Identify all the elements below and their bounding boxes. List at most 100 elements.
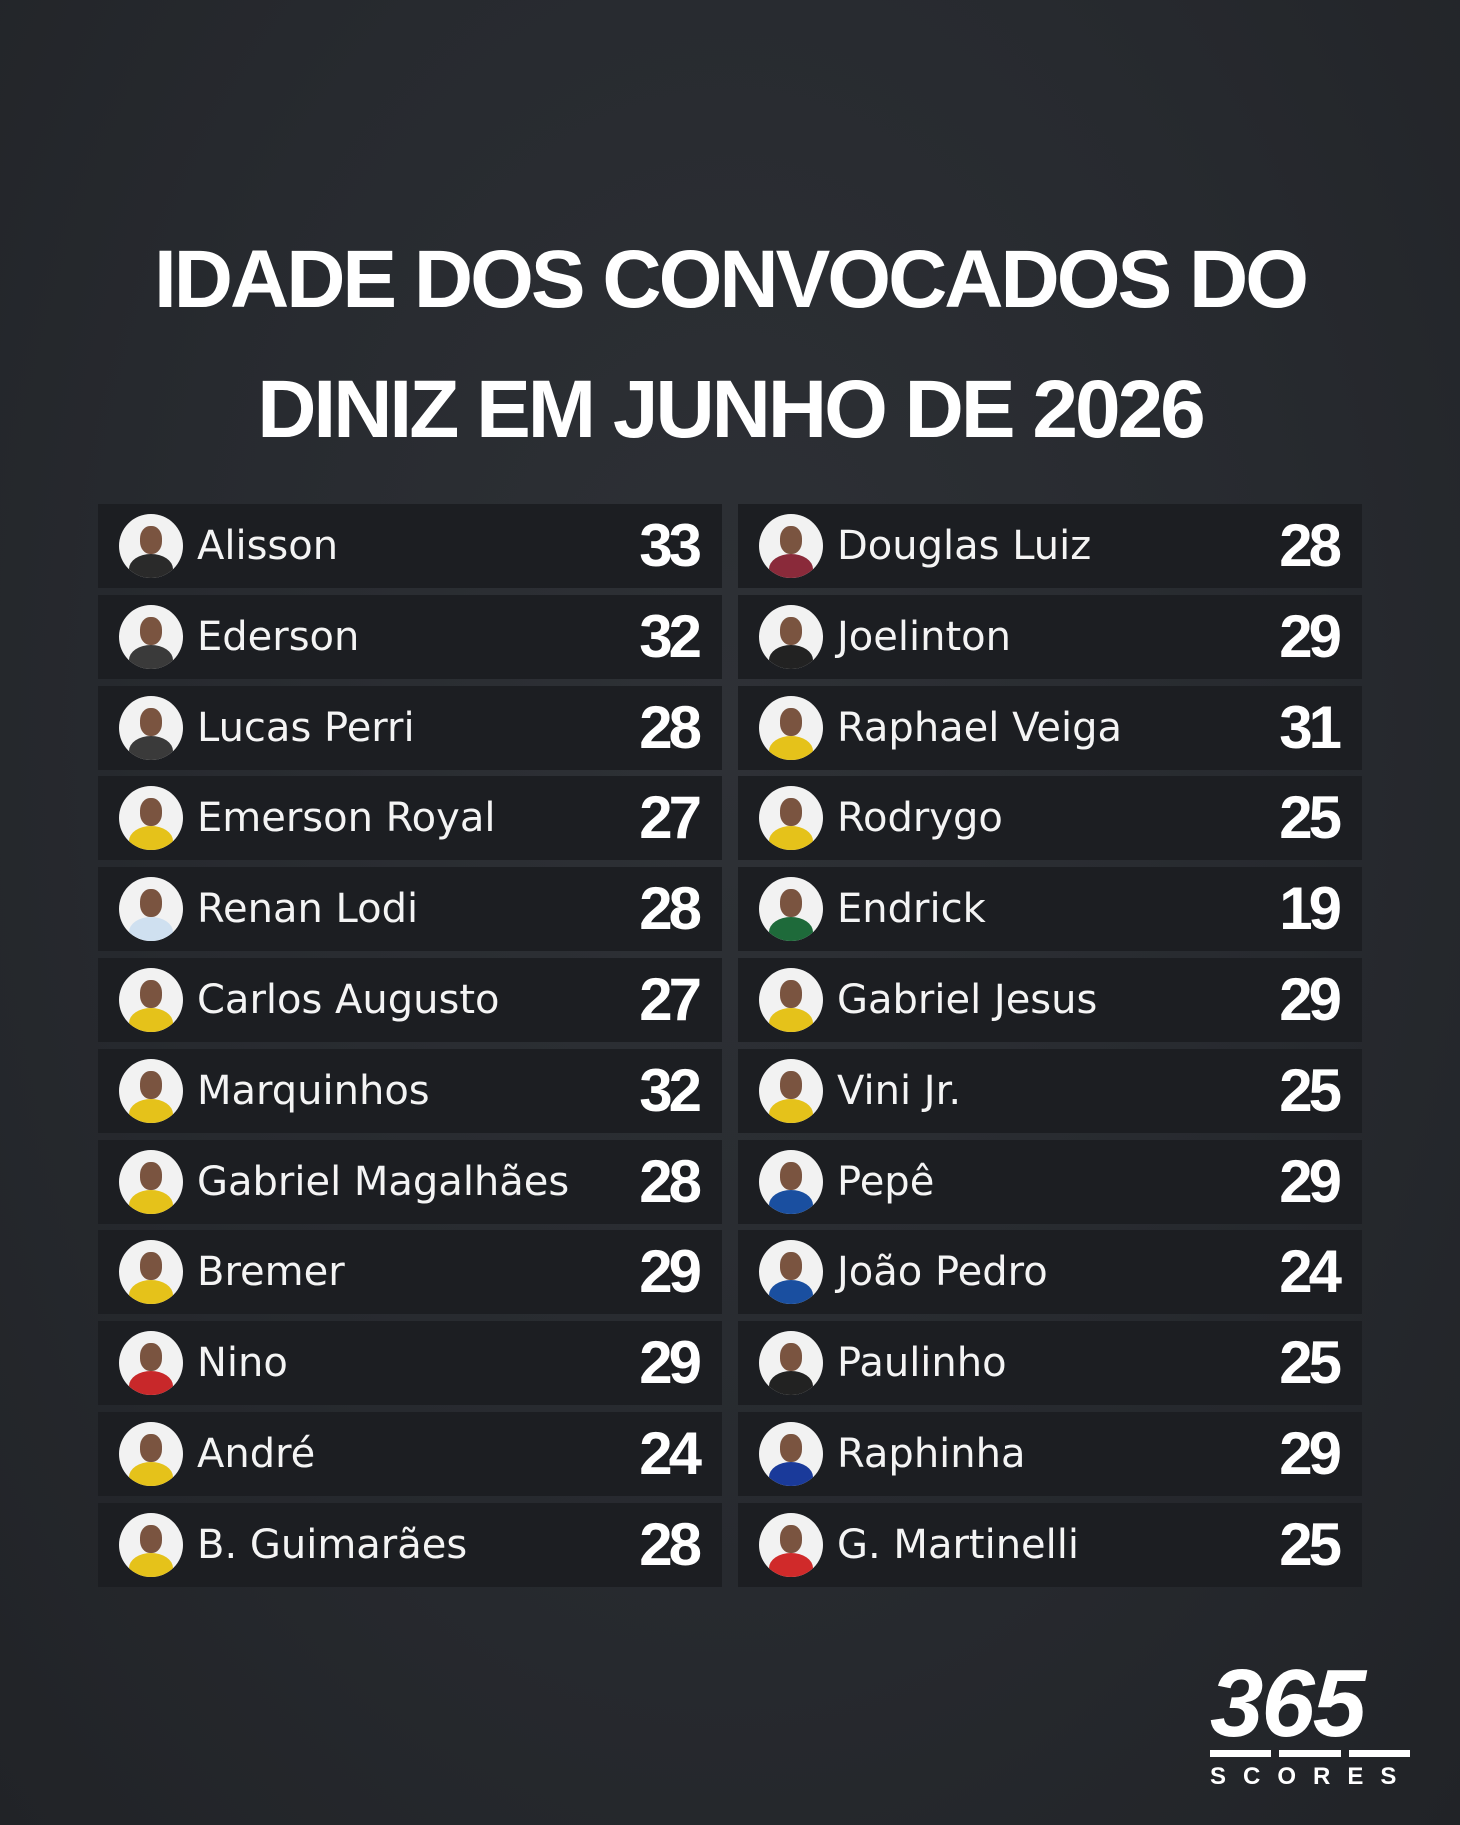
player-age: 29 bbox=[1279, 1419, 1342, 1487]
player-name: Carlos Augusto bbox=[197, 976, 500, 1023]
player-name: Endrick bbox=[837, 886, 986, 933]
player-age: 28 bbox=[639, 1147, 702, 1215]
page-title: IDADE DOS CONVOCADOS DO DINIZ EM JUNHO D… bbox=[0, 215, 1460, 475]
player-name: João Pedro bbox=[837, 1249, 1048, 1296]
player-name: Ederson bbox=[197, 613, 360, 660]
player-name: Gabriel Magalhães bbox=[197, 1158, 570, 1205]
player-row: Emerson Royal 27 bbox=[98, 776, 722, 861]
player-avatar bbox=[119, 1512, 183, 1577]
player-name: Joelinton bbox=[837, 613, 1011, 660]
player-row: Vini Jr. 25 bbox=[738, 1048, 1362, 1133]
player-age: 29 bbox=[639, 1238, 702, 1306]
player-age: 25 bbox=[1279, 1056, 1342, 1124]
player-row: Renan Lodi 28 bbox=[98, 867, 722, 952]
player-age: 19 bbox=[1279, 875, 1342, 943]
player-name: Nino bbox=[197, 1340, 288, 1387]
player-age: 24 bbox=[639, 1419, 702, 1487]
logo-number: 365 bbox=[1210, 1650, 1366, 1757]
player-avatar bbox=[759, 1421, 823, 1486]
player-name: Gabriel Jesus bbox=[837, 976, 1098, 1023]
player-row: Ederson 32 bbox=[98, 594, 722, 679]
player-row: João Pedro 24 bbox=[738, 1230, 1362, 1315]
player-name: Renan Lodi bbox=[197, 886, 419, 933]
player-name: Lucas Perri bbox=[197, 704, 415, 751]
player-avatar bbox=[759, 877, 823, 942]
player-avatar bbox=[759, 1512, 823, 1577]
player-age: 32 bbox=[639, 1056, 702, 1124]
player-name: Bremer bbox=[197, 1249, 345, 1296]
player-age: 25 bbox=[1279, 784, 1342, 852]
player-avatar bbox=[119, 877, 183, 942]
player-name: B. Guimarães bbox=[197, 1521, 468, 1568]
player-list-left: Alisson 33 Ederson 32 Lucas Perri 28 Emerson R… bbox=[98, 504, 722, 1594]
player-avatar bbox=[759, 1058, 823, 1123]
player-age: 31 bbox=[1279, 693, 1342, 761]
player-row: Gabriel Jesus 29 bbox=[738, 957, 1362, 1042]
player-row: Marquinhos 32 bbox=[98, 1048, 722, 1133]
player-name: Raphinha bbox=[837, 1430, 1026, 1477]
logo-text: SCORES bbox=[1210, 1763, 1414, 1790]
player-avatar bbox=[119, 967, 183, 1032]
player-row: Raphael Veiga 31 bbox=[738, 685, 1362, 770]
player-row: Nino 29 bbox=[98, 1321, 722, 1406]
player-age: 28 bbox=[639, 693, 702, 761]
player-row: Alisson 33 bbox=[98, 504, 722, 588]
player-name: G. Martinelli bbox=[837, 1521, 1079, 1568]
player-age: 27 bbox=[639, 965, 702, 1033]
player-avatar bbox=[759, 1331, 823, 1396]
365scores-logo: 365 SCORES bbox=[1210, 1650, 1414, 1791]
player-row: Paulinho 25 bbox=[738, 1321, 1362, 1406]
player-row: Douglas Luiz 28 bbox=[738, 504, 1362, 588]
player-name: Raphael Veiga bbox=[837, 704, 1122, 751]
player-row: Endrick 19 bbox=[738, 867, 1362, 952]
player-row: Bremer 29 bbox=[98, 1230, 722, 1315]
player-avatar bbox=[759, 604, 823, 669]
player-age: 28 bbox=[639, 875, 702, 943]
player-avatar bbox=[759, 1240, 823, 1305]
logo-bars bbox=[1210, 1750, 1410, 1757]
title-line-1: IDADE DOS CONVOCADOS DO bbox=[154, 234, 1309, 325]
player-age: 27 bbox=[639, 784, 702, 852]
player-avatar bbox=[119, 514, 183, 578]
player-avatar bbox=[759, 514, 823, 578]
player-row: Raphinha 29 bbox=[738, 1411, 1362, 1496]
player-row: Rodrygo 25 bbox=[738, 776, 1362, 861]
player-age: 25 bbox=[1279, 1510, 1342, 1578]
player-row: Joelinton 29 bbox=[738, 594, 1362, 679]
player-name: Douglas Luiz bbox=[837, 523, 1092, 569]
player-list-right: Douglas Luiz 28 Joelinton 29 Raphael Veiga 31… bbox=[738, 504, 1362, 1594]
player-row: B. Guimarães 28 bbox=[98, 1502, 722, 1587]
player-age: 32 bbox=[639, 602, 702, 670]
player-name: Vini Jr. bbox=[837, 1067, 962, 1114]
player-avatar bbox=[119, 1058, 183, 1123]
player-age: 29 bbox=[1279, 1147, 1342, 1215]
player-age: 33 bbox=[639, 512, 702, 579]
player-row: Gabriel Magalhães 28 bbox=[98, 1139, 722, 1224]
title-line-2: DINIZ EM JUNHO DE 2026 bbox=[257, 364, 1206, 455]
player-name: Paulinho bbox=[837, 1340, 1007, 1387]
player-avatar bbox=[119, 695, 183, 760]
player-avatar bbox=[119, 786, 183, 851]
player-avatar bbox=[119, 1149, 183, 1214]
player-row: Carlos Augusto 27 bbox=[98, 957, 722, 1042]
player-age: 24 bbox=[1279, 1238, 1342, 1306]
player-avatar bbox=[759, 695, 823, 760]
player-avatar bbox=[119, 604, 183, 669]
player-row: André 24 bbox=[98, 1411, 722, 1496]
player-age: 29 bbox=[639, 1329, 702, 1397]
player-avatar bbox=[119, 1331, 183, 1396]
player-name: Emerson Royal bbox=[197, 795, 496, 842]
player-row: Pepê 29 bbox=[738, 1139, 1362, 1224]
player-avatar bbox=[759, 786, 823, 851]
player-avatar bbox=[759, 1149, 823, 1214]
player-age: 29 bbox=[1279, 965, 1342, 1033]
player-age: 28 bbox=[1279, 512, 1342, 579]
player-age: 29 bbox=[1279, 602, 1342, 670]
player-name: Pepê bbox=[837, 1158, 935, 1205]
player-name: André bbox=[197, 1430, 316, 1477]
player-age: 25 bbox=[1279, 1329, 1342, 1397]
player-name: Rodrygo bbox=[837, 795, 1003, 842]
player-avatar bbox=[119, 1421, 183, 1486]
player-avatar bbox=[119, 1240, 183, 1305]
player-name: Marquinhos bbox=[197, 1067, 430, 1114]
